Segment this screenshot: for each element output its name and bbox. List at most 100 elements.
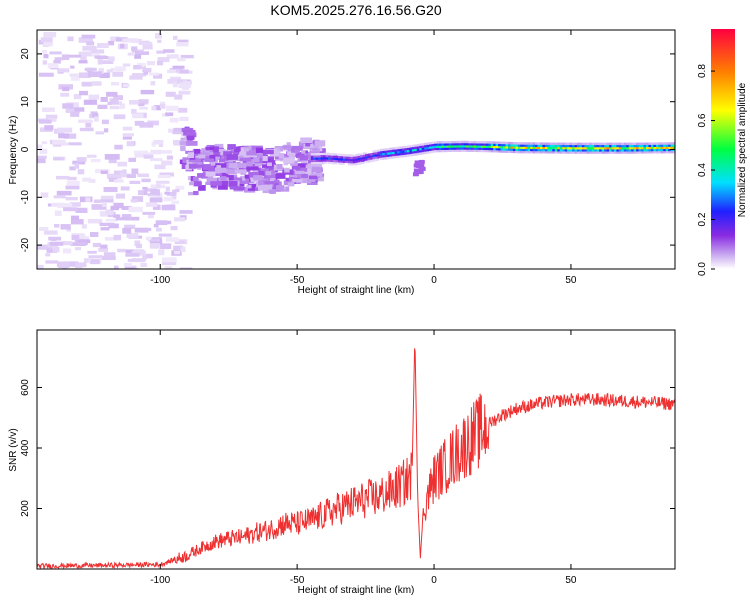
heat-cell	[397, 151, 402, 154]
heat-cell	[179, 141, 187, 145]
heat-cell	[302, 175, 315, 180]
heat-cell	[369, 153, 375, 156]
heat-cell	[512, 150, 518, 154]
y-tick-label: 0	[20, 146, 31, 152]
heat-cell	[471, 140, 476, 144]
heat-cell	[313, 161, 318, 165]
heat-cell	[510, 150, 515, 154]
heat-cell	[448, 147, 454, 150]
heat-cell	[426, 151, 432, 154]
spectrogram-x-axis-label: Height of straight line (km)	[298, 285, 415, 296]
heat-cell	[198, 184, 206, 191]
heat-cell	[416, 143, 422, 147]
heat-cell	[549, 148, 555, 152]
heat-cell	[165, 237, 180, 242]
heat-cell	[102, 199, 114, 203]
heat-cell	[142, 186, 148, 190]
heat-cell	[406, 154, 412, 157]
heat-cell	[342, 156, 348, 159]
heat-cell	[345, 156, 350, 159]
heat-cell	[540, 142, 545, 145]
heat-cell	[478, 143, 483, 146]
heat-cell	[616, 147, 621, 150]
heat-cell	[478, 147, 483, 150]
heat-cell	[601, 151, 606, 154]
heat-cell	[645, 151, 651, 154]
heat-cell	[57, 203, 73, 209]
heat-cell	[411, 151, 417, 154]
heat-cell	[88, 255, 103, 259]
heat-cell	[163, 196, 174, 202]
heat-cell	[557, 142, 562, 145]
heat-cell	[379, 153, 385, 156]
heat-cell	[468, 149, 473, 152]
heat-cell	[540, 148, 545, 152]
heat-cell	[340, 158, 345, 161]
heat-cell	[350, 156, 355, 160]
heat-cell	[418, 166, 425, 171]
heat-cell	[537, 151, 542, 154]
heat-cell	[480, 141, 486, 144]
heat-cell	[520, 146, 525, 149]
heat-cell	[530, 144, 535, 147]
heat-cell	[124, 266, 135, 269]
heat-cell	[475, 143, 481, 146]
heat-cell	[246, 166, 259, 171]
heat-cell	[453, 143, 459, 146]
heat-cell	[107, 40, 115, 46]
snr-ticks: -100 -50 0 50 200 400 600	[20, 330, 675, 586]
heat-cell	[451, 149, 456, 152]
heat-cell	[611, 144, 616, 148]
heat-cell	[421, 149, 427, 153]
heat-cell	[448, 149, 454, 153]
heat-cell	[311, 166, 322, 173]
heat-cell	[248, 172, 259, 178]
heat-cell	[525, 150, 530, 154]
heat-cell	[559, 144, 565, 148]
heat-cell	[544, 144, 550, 148]
heat-cell	[298, 141, 307, 147]
heat-cell	[328, 157, 333, 160]
heat-cell	[48, 118, 57, 122]
heat-cell	[564, 142, 570, 146]
heat-cell	[137, 62, 146, 68]
heat-cell	[157, 39, 162, 43]
heat-cell	[65, 196, 78, 201]
heat-cell	[224, 160, 236, 165]
y-tick-label: 200	[20, 500, 31, 517]
heat-cell	[193, 190, 199, 195]
heat-cell	[156, 50, 166, 54]
heat-cell	[70, 65, 75, 69]
heat-cell	[169, 67, 184, 73]
heat-cell	[606, 151, 611, 154]
heat-cell	[320, 155, 326, 158]
heat-cell	[641, 151, 646, 154]
heat-cell	[103, 128, 109, 133]
heat-cell	[429, 144, 434, 147]
heat-cell	[436, 145, 441, 148]
heat-cell	[653, 148, 658, 152]
heat-cell	[382, 150, 387, 154]
heat-cell	[604, 147, 609, 150]
heat-cell	[461, 145, 466, 148]
heat-cell	[463, 140, 468, 144]
heat-cell	[488, 145, 493, 148]
heat-cell	[535, 151, 540, 154]
heat-cell	[365, 154, 370, 157]
heat-cell	[601, 144, 606, 148]
heat-cell	[357, 159, 363, 163]
heat-cell	[532, 150, 537, 154]
heat-cell	[276, 185, 284, 191]
heat-cell	[584, 151, 589, 154]
heat-cell	[633, 146, 639, 150]
heat-cell	[461, 140, 466, 144]
heat-cell	[438, 141, 444, 144]
heat-cell	[414, 160, 421, 165]
heat-cell	[318, 152, 323, 156]
heat-cell	[40, 192, 49, 198]
heat-cell	[394, 155, 399, 159]
heat-cell	[115, 217, 130, 221]
heat-cell	[554, 149, 560, 152]
heat-cell	[623, 142, 629, 146]
heat-cell	[483, 149, 488, 153]
